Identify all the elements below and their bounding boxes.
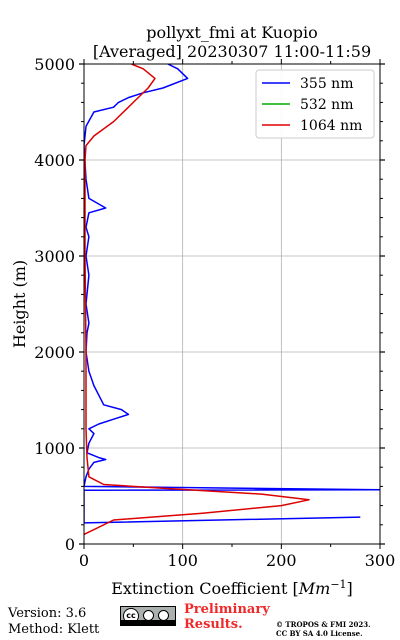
chart-title-line2: [Averaged] 20230307 11:00-11:59 <box>93 42 371 61</box>
preliminary-line1: Preliminary <box>184 602 270 617</box>
x-tick-label: 200 <box>266 551 297 570</box>
legend-label-355-nm: 355 nm <box>300 76 353 92</box>
y-tick-label: 1000 <box>34 439 75 458</box>
legend-box <box>255 69 375 139</box>
preliminary-line2: Results. <box>184 617 243 632</box>
legend-label-532-nm: 532 nm <box>300 97 353 113</box>
cc-strip <box>121 620 175 625</box>
y-axis-label: Height (m) <box>10 260 29 348</box>
version-text: Version: 3.6 <box>8 606 87 621</box>
y-tick-label: 3000 <box>34 247 75 266</box>
x-tick-label: 0 <box>79 551 89 570</box>
x-tick-label: 100 <box>167 551 198 570</box>
copyright-notice: © TROPOS & FMI 2023. CC BY SA 4.0 Licens… <box>276 620 371 638</box>
x-tick-label: 300 <box>365 551 396 570</box>
y-tick-label: 0 <box>65 535 75 554</box>
preliminary-notice: Preliminary Results. <box>184 602 270 632</box>
series-line-1064-nm <box>84 64 310 536</box>
chart-title-line1: pollyxt_fmi at Kuopio <box>146 23 317 42</box>
copyright-line2: CC BY SA 4.0 License. <box>276 629 363 638</box>
plot-frame <box>83 63 381 545</box>
y-tick-label: 2000 <box>34 343 75 362</box>
method-text: Method: Klett <box>8 622 100 637</box>
legend: 355 nm 532 nm 1064 nm <box>255 69 375 139</box>
cc-license-icon: cc <box>120 606 176 626</box>
footer-info: Version: 3.6 Method: Klett <box>8 606 99 638</box>
legend-label-1064-nm: 1064 nm <box>300 118 362 134</box>
y-tick-label: 5000 <box>34 55 75 74</box>
copyright-line1: © TROPOS & FMI 2023. <box>276 620 371 629</box>
x-axis-label: Extinction Coefficient [Mm−1] <box>111 578 353 598</box>
y-tick-label: 4000 <box>34 151 75 170</box>
series-lines <box>84 64 380 536</box>
